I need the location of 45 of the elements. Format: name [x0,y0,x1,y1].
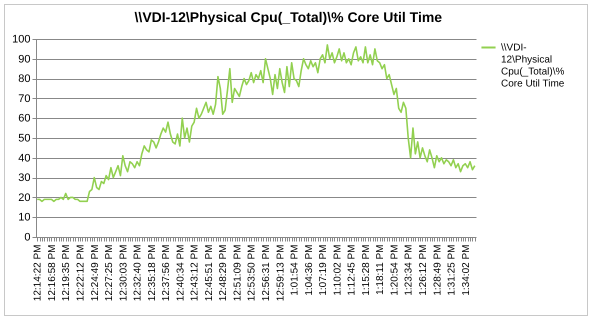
x-tick-label: 1:07:19 PM [318,244,330,296]
x-tick-label: 1:15:28 PM [360,244,372,296]
x-tick-label: 12:59:13 PM [275,244,286,302]
x-tick-label: 12:16:58 PM [46,244,58,302]
x-tick-label: 12:14:22 PM [32,244,44,302]
x-tick-label: 1:12:45 PM [346,244,358,296]
y-tick-label: 100 [12,34,30,46]
y-tick-label: 0 [24,232,30,244]
x-tick-label: 12:37:56 PM [161,244,172,302]
x-tick-label: 1:01:54 PM [290,244,301,296]
x-tick-label: 12:19:35 PM [61,244,72,302]
y-tick-label: 20 [18,192,30,204]
y-tick-label: 80 [18,73,30,86]
y-tick-label: 70 [18,92,30,105]
legend-label: \\VDI-12\Physical Cpu(_Total)\% Core Util Time [501,42,565,90]
y-tick-label: 40 [18,152,30,164]
x-tick-label: 12:51:09 PM [232,244,244,302]
y-tick-label: 10 [18,212,30,224]
x-tick-label: 1:34:02 PM [460,244,472,296]
x-tick-label: 12:45:51 PM [204,244,215,302]
x-tick-label: 12:35:18 PM [146,244,158,302]
x-tick-label: 1:26:12 PM [418,244,429,296]
x-tick-label: 1:10:02 PM [332,244,344,296]
y-tick-label: 50 [18,132,30,144]
chart-title: \\VDI-12\Physical Cpu(_Total)\% Core Util Time [134,9,442,25]
x-tick-label: 12:43:12 PM [190,244,201,302]
y-tick-label: 60 [18,112,30,125]
x-tick-label: 12:24:49 PM [90,244,101,302]
x-tick-label: 12:30:03 PM [118,244,130,302]
x-tick-label: 12:27:25 PM [104,244,116,302]
line-series [36,44,476,202]
x-tick-label: 12:48:29 PM [218,244,230,302]
x-tick-label: 1:04:36 PM [304,244,315,296]
x-tick-label: 1:31:25 PM [446,244,458,296]
x-tick-label: 1:18:11 PM [375,244,386,295]
x-tick-label: 1:23:34 PM [404,244,415,296]
x-tick-label: 1:20:54 PM [389,244,400,296]
x-tick-label: 1:28:49 PM [432,244,444,296]
x-tick-label: 12:22:12 PM [76,244,86,302]
x-tick-label: 12:53:50 PM [246,244,258,302]
x-tick-label: 12:56:31 PM [261,244,272,302]
y-tick-label: 30 [18,172,30,184]
x-tick-label: 12:40:34 PM [175,244,186,302]
y-tick-label: 90 [18,53,30,66]
x-tick-label: 12:32:40 PM [132,244,144,302]
